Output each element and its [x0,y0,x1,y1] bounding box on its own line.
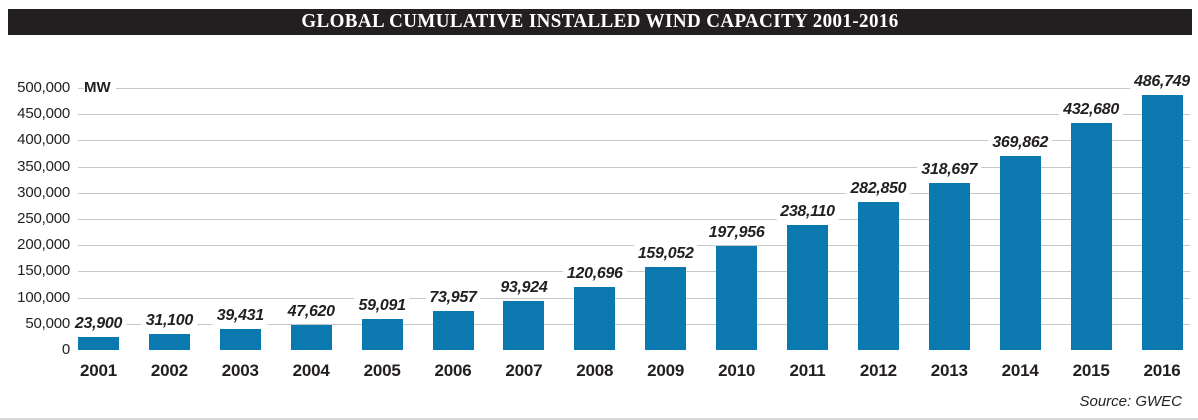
chart-title-bar: GLOBAL CUMULATIVE INSTALLED WIND CAPACIT… [8,9,1192,35]
y-axis-tick-label: 100,000 [17,288,70,306]
x-axis-tick-label: 2016 [1143,361,1181,380]
y-axis-unit-label: MW [84,80,116,96]
x-axis-tick-label: 2003 [221,361,259,380]
y-axis-tick-label: 400,000 [17,131,70,149]
x-axis-tick-label: 2008 [576,361,614,380]
bar-value-label: 432,680 [1059,101,1123,120]
bar-value-label: 120,696 [562,264,627,283]
bar-value-label: 73,957 [425,289,481,308]
y-axis-tick-label: 350,000 [17,157,70,175]
x-axis-tick-label: 2001 [79,361,118,380]
bar-value-label: 39,431 [212,307,268,326]
bar-value-label: 486,749 [1130,72,1194,91]
bar [503,300,545,350]
bar-value-label: 197,956 [704,224,769,243]
chart-title: GLOBAL CUMULATIVE INSTALLED WIND CAPACIT… [301,10,899,33]
y-gridline [78,114,1190,116]
source-label: Source: GWEC [1079,393,1182,410]
bar [361,319,403,350]
y-gridline [78,140,1190,142]
x-axis-tick-label: 2002 [150,361,188,380]
bar [928,183,970,350]
x-axis-tick-label: 2012 [859,361,897,380]
y-gridline [78,323,1190,325]
bar [432,311,474,350]
y-axis-tick-label: 300,000 [17,183,70,201]
bar-value-label: 93,924 [496,278,552,297]
bar [219,329,261,350]
bar [574,286,616,350]
x-axis-tick-label: 2015 [1072,361,1110,380]
bar-value-label: 282,850 [846,179,911,198]
x-axis-tick-label: 2014 [1001,361,1039,380]
y-axis-tick-label: 250,000 [17,210,70,227]
x-axis-tick-label: 2006 [434,361,472,380]
x-axis-tick-label: 2004 [292,361,330,380]
y-gridline [78,271,1190,273]
bar-value-label: 59,091 [354,297,410,316]
bar-value-label: 369,862 [988,134,1053,153]
bar [645,266,687,350]
bar [78,337,119,350]
bar-value-label: 159,052 [633,244,698,263]
bar [716,246,758,350]
y-axis-tick-label: 450,000 [17,105,70,123]
y-axis-tick-label: 200,000 [17,236,70,254]
y-gridline [78,166,1190,168]
y-gridline [78,192,1190,194]
bar-value-label: 47,620 [283,303,339,322]
bar-value-label: 238,110 [776,203,839,222]
bar [148,333,190,350]
x-axis-tick-label: 2005 [363,361,401,380]
y-gridline [78,297,1190,299]
x-axis-tick-label: 2013 [930,361,968,380]
bar [787,225,828,350]
bar [999,156,1041,350]
x-axis-tick-label: 2009 [647,361,685,380]
bar [290,325,332,350]
bar-value-label: 23,900 [70,315,127,334]
bar [857,201,899,350]
bar [1070,123,1112,350]
x-axis-tick-label: 2011 [789,361,826,380]
bar-value-label: 31,100 [141,311,197,330]
bar [1141,94,1183,350]
y-axis-tick-label: 500,000 [17,79,70,96]
x-axis-tick-label: 2007 [505,361,543,380]
y-axis-tick-label: 0 [61,341,70,358]
x-axis-tick-label: 2010 [718,361,756,380]
y-axis-tick-label: 50,000 [25,314,70,332]
y-gridline [78,219,1190,220]
y-axis-tick-label: 150,000 [17,262,70,280]
y-gridline [78,88,1190,89]
bar-value-label: 318,697 [917,161,982,179]
